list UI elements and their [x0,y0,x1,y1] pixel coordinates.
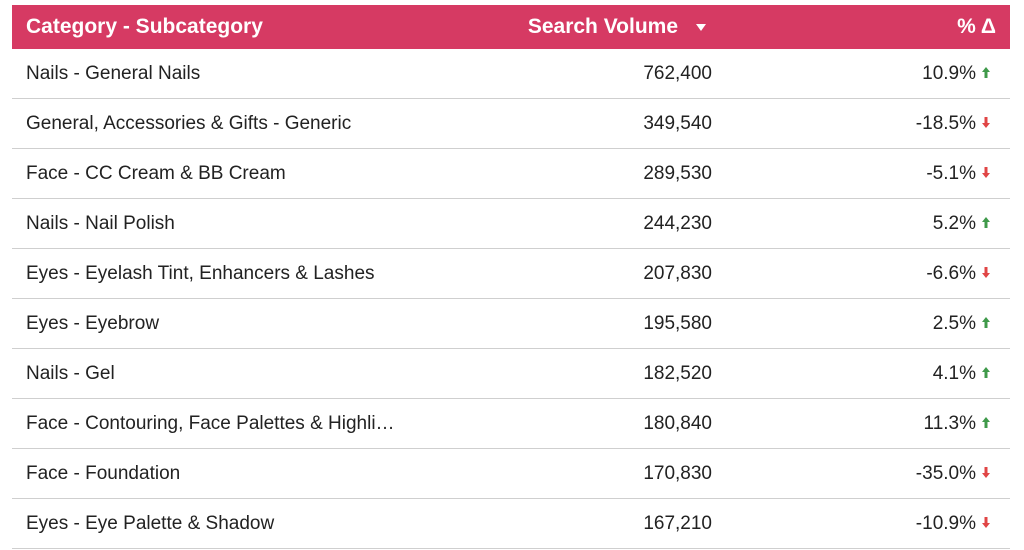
cell-search-volume: 195,580 [643,312,712,334]
cell-search-volume: 167,210 [643,512,712,534]
cell-category: Nails - Nail Polish [12,213,512,235]
cell-percent-change: 10.9% [712,63,1010,85]
category-label: Eyes - Eyelash Tint, Enhancers & Lashes [26,262,375,284]
cell-category: Face - CC Cream & BB Cream [12,163,512,185]
header-percent-change[interactable]: % Δ [957,15,996,38]
category-label: Nails - General Nails [26,62,201,84]
table-row: Nails - General Nails 762,400 10.9% [12,49,1010,99]
arrow-up-icon [982,416,990,428]
cell-percent-change: 2.5% [712,313,1010,335]
category-label: Eyes - Eye Palette & Shadow [26,512,275,534]
cell-percent-change: -35.0% [712,463,1010,485]
table-row: Face - Contouring, Face Palettes & Highl… [12,399,1010,449]
cell-search-volume: 762,400 [643,62,712,84]
table-row: Nails - Gel 182,520 4.1% [12,349,1010,399]
table-row: Nails - Nail Polish 244,230 5.2% [12,199,1010,249]
arrow-up-icon [982,66,990,78]
cell-percent-change: 4.1% [712,363,1010,385]
cell-percent-change: -18.5% [712,113,1010,135]
cell-percent-change: -5.1% [712,163,1010,185]
percent-change-value: 4.1% [932,362,976,384]
cell-percent-change: -10.9% [712,513,1010,535]
table-header: Category - Subcategory Search Volume % Δ [12,5,1010,49]
header-category[interactable]: Category - Subcategory [26,15,263,38]
cell-search-volume: 207,830 [643,262,712,284]
percent-change-value: 11.3% [923,412,976,434]
cell-category: General, Accessories & Gifts - Generic [12,113,512,135]
percent-change-value: 2.5% [932,312,976,334]
arrow-down-icon [982,166,990,178]
percent-change-value: -5.1% [926,162,976,184]
percent-change-value: -18.5% [915,112,976,134]
arrow-down-icon [982,116,990,128]
search-volume-table: Category - Subcategory Search Volume % Δ… [12,5,1010,549]
percent-change-value: -10.9% [915,512,976,534]
percent-change-value: 10.9% [922,62,976,84]
category-label: General, Accessories & Gifts - Generic [26,112,352,134]
category-label: Face - Contouring, Face Palettes & Highl… [26,412,395,434]
table-body: Nails - General Nails 762,400 10.9% General… [12,49,1010,549]
cell-search-volume: 170,830 [643,462,712,484]
arrow-down-icon [982,466,990,478]
table-row: Face - CC Cream & BB Cream 289,530 -5.1% [12,149,1010,199]
table-row: General, Accessories & Gifts - Generic 34… [12,99,1010,149]
table-row: Eyes - Eyebrow 195,580 2.5% [12,299,1010,349]
category-label: Face - CC Cream & BB Cream [26,162,286,184]
percent-change-value: 5.2% [932,212,976,234]
cell-category: Nails - General Nails [12,63,512,85]
cell-category: Eyes - Eyebrow [12,313,512,335]
sort-down-caret-icon[interactable] [696,23,706,31]
cell-percent-change: -6.6% [712,263,1010,285]
table-row: Eyes - Eye Palette & Shadow 167,210 -10.9% [12,499,1010,549]
cell-percent-change: 5.2% [712,213,1010,235]
percent-change-value: -6.6% [926,262,976,284]
cell-search-volume: 182,520 [643,362,712,384]
cell-search-volume: 180,840 [643,412,712,434]
arrow-down-icon [982,516,990,528]
cell-category: Nails - Gel [12,363,512,385]
cell-search-volume: 244,230 [643,212,712,234]
table-row: Eyes - Eyelash Tint, Enhancers & Lashes 2… [12,249,1010,299]
arrow-up-icon [982,316,990,328]
arrow-down-icon [982,266,990,278]
cell-category: Face - Contouring, Face Palettes & Highl… [12,413,512,435]
cell-category: Eyes - Eyelash Tint, Enhancers & Lashes [12,263,512,285]
percent-change-value: -35.0% [915,462,976,484]
header-search-volume[interactable]: Search Volume [512,15,712,39]
category-label: Eyes - Eyebrow [26,312,160,334]
cell-category: Face - Foundation [12,463,512,485]
category-label: Nails - Gel [26,362,115,384]
table-row: Face - Foundation 170,830 -35.0% [12,449,1010,499]
arrow-up-icon [982,366,990,378]
cell-search-volume: 349,540 [643,112,712,134]
header-search-volume-label: Search Volume [527,15,678,38]
cell-percent-change: 11.3% [712,413,1010,435]
arrow-up-icon [982,216,990,228]
cell-category: Eyes - Eye Palette & Shadow [12,513,512,535]
category-label: Nails - Nail Polish [26,212,175,234]
category-label: Face - Foundation [26,462,181,484]
cell-search-volume: 289,530 [643,162,712,184]
